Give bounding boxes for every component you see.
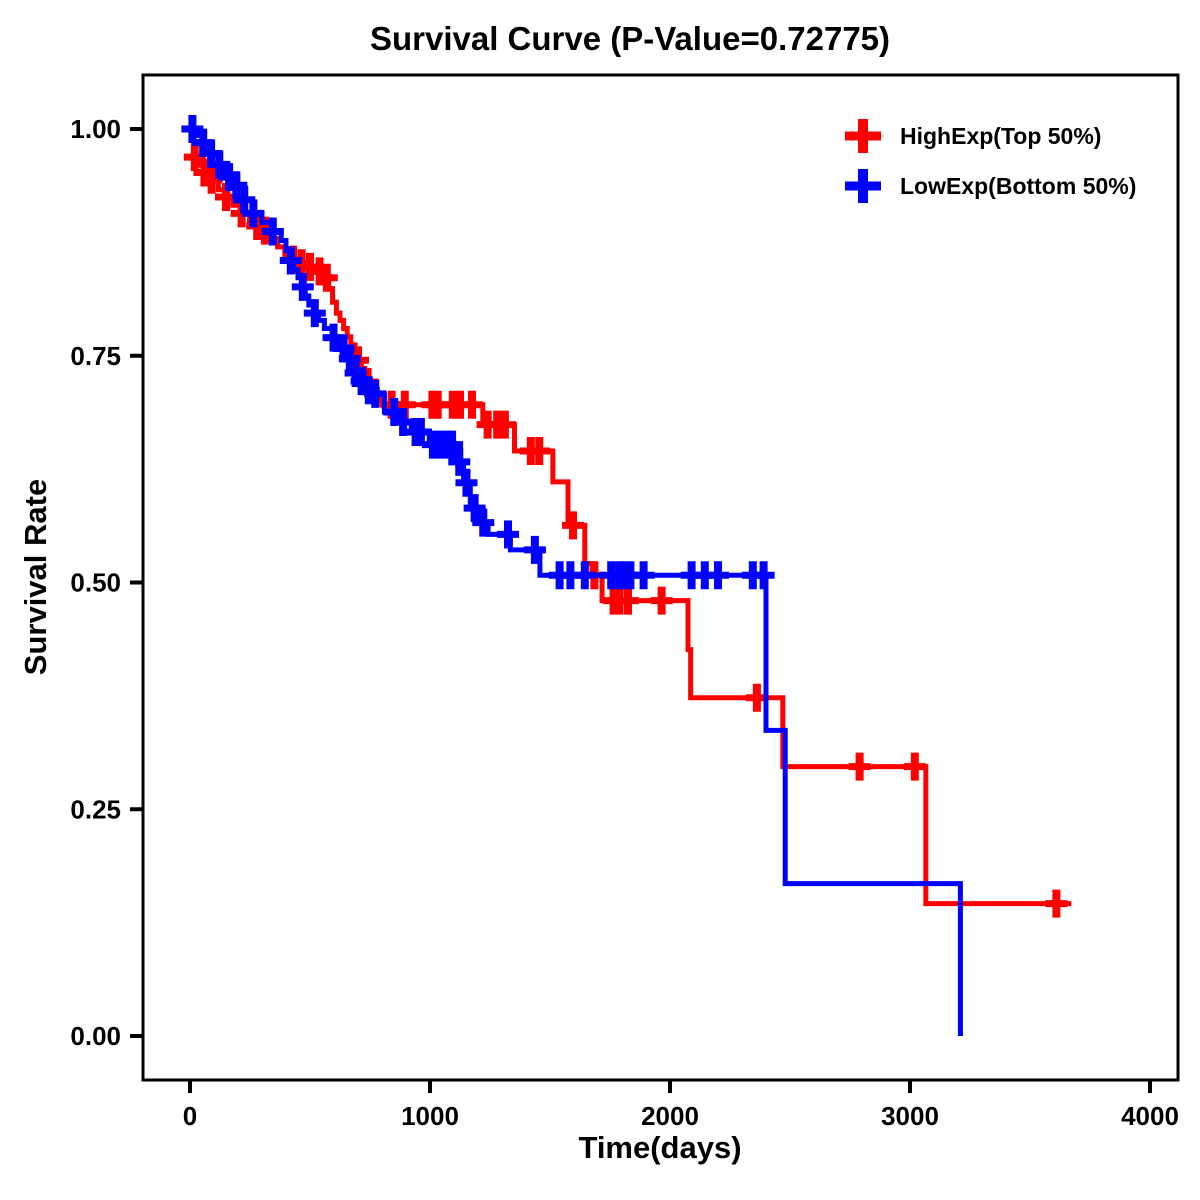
y-tick-label: 0.75 [70,341,121,371]
y-tick-label: 0.00 [70,1021,121,1051]
x-tick-label: 0 [183,1101,197,1131]
x-axis-title: Time(days) [578,1130,742,1165]
y-tick-label: 1.00 [70,114,121,144]
y-tick-label: 0.25 [70,794,121,824]
legend-item-highexp: HighExp(Top 50%) [842,116,1136,156]
legend-label-lowexp: LowExp(Bottom 50%) [900,172,1137,199]
chart-title: Survival Curve (P-Value=0.72775) [369,20,891,57]
survival-step-curve-0 [189,126,1072,907]
y-tick-label: 0.50 [70,568,121,598]
legend: HighExp(Top 50%) LowExp(Bottom 50%) [842,116,1136,216]
x-tick-label: 4000 [1121,1101,1179,1131]
legend-label-highexp: HighExp(Top 50%) [900,122,1102,149]
legend-item-lowexp: LowExp(Bottom 50%) [842,166,1136,206]
x-tick-label: 2000 [641,1101,699,1131]
x-tick-label: 1000 [401,1101,459,1131]
x-tick-label: 3000 [881,1101,939,1131]
plus-marker-icon-lowexp [845,169,881,203]
plus-marker-icon-highexp [845,119,881,153]
